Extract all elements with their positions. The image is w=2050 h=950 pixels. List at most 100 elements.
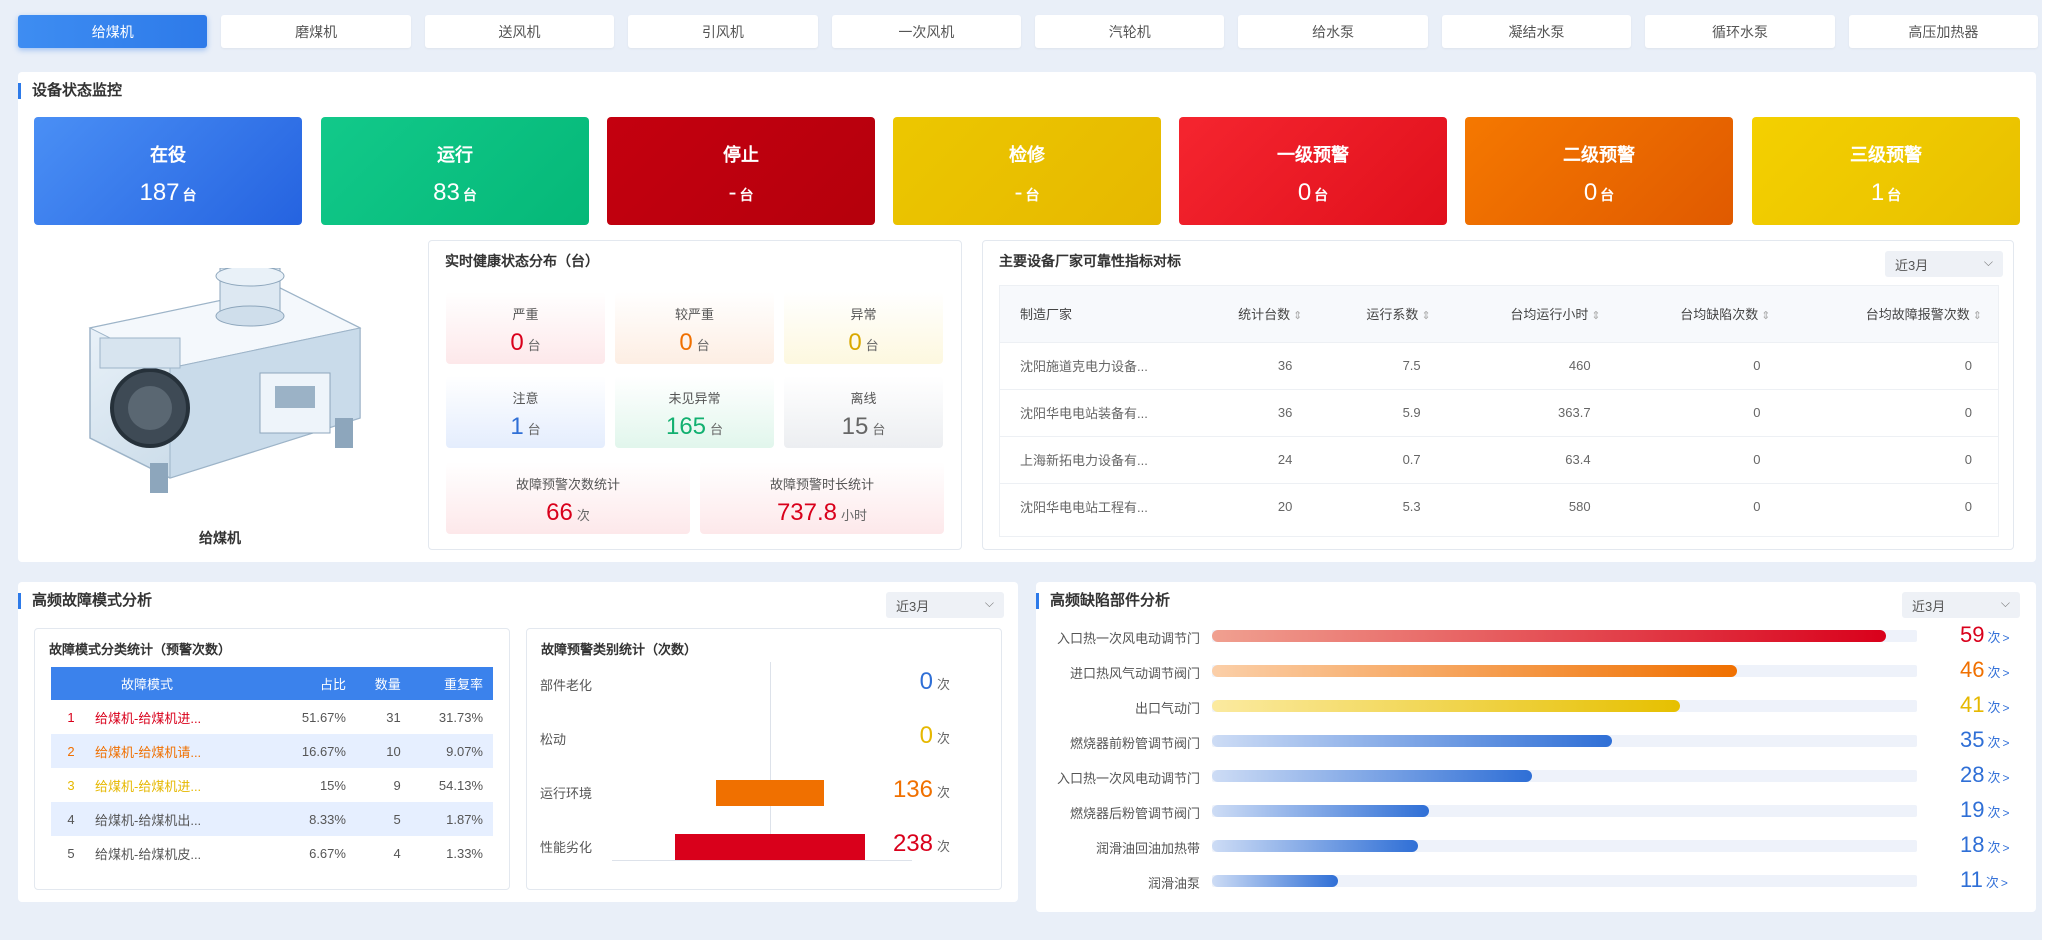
tab-7[interactable]: 凝结水泵: [1441, 15, 1632, 48]
health-cell-3[interactable]: 注意 1 台: [446, 376, 605, 448]
manufacturer-col-header-2[interactable]: 运行系数 ⇕: [1318, 286, 1447, 342]
defect-bar[interactable]: [1212, 630, 1886, 642]
tab-6[interactable]: 给水泵: [1238, 15, 1428, 48]
fault-cell: 给煤机-给煤机进...: [95, 710, 202, 726]
category-label: 松动: [540, 732, 567, 747]
defect-label: 入口热一次风电动调节门: [1056, 631, 1200, 646]
health-stat-unit: 次: [576, 508, 590, 523]
fault-cell: 4: [51, 802, 91, 836]
fault-row[interactable]: 5 给煤机-给煤机皮... 6.67% 4 1.33%: [51, 836, 493, 870]
category-value-unit: 次: [936, 839, 950, 854]
health-cell-2[interactable]: 异常 0 台: [784, 292, 943, 364]
defect-bar[interactable]: [1212, 805, 1430, 817]
warning-category-title: 故障预警类别统计（次数）: [541, 642, 698, 657]
status-card-3[interactable]: 检修 - 台: [893, 117, 1161, 225]
defect-value[interactable]: 46 次 >: [1960, 657, 2010, 683]
defect-bar[interactable]: [1212, 665, 1738, 677]
fault-row[interactable]: 3 给煤机-给煤机进... 15% 9 54.13%: [51, 768, 493, 802]
defect-value[interactable]: 35 次 >: [1960, 727, 2010, 753]
category-bar[interactable]: [674, 834, 866, 860]
manufacturer-col-header-3[interactable]: 台均运行小时 ⇕: [1446, 286, 1617, 342]
tab-8[interactable]: 循环水泵: [1645, 15, 1835, 48]
sort-icon[interactable]: ⇕: [1591, 310, 1601, 323]
defect-label: 入口热一次风电动调节门: [1056, 771, 1200, 786]
defect-value[interactable]: 11 次 >: [1960, 867, 2008, 893]
defect-period-select[interactable]: 近3月 ⌵: [1902, 592, 2020, 618]
tab-3[interactable]: 引风机: [628, 15, 818, 48]
defect-value[interactable]: 19 次 >: [1960, 797, 2010, 823]
defect-value[interactable]: 28 次 >: [1960, 762, 2010, 788]
tab-2[interactable]: 送风机: [424, 15, 615, 48]
sort-icon[interactable]: ⇕: [1761, 310, 1771, 323]
manufacturer-col-header-4[interactable]: 台均缺陷次数 ⇕: [1616, 286, 1787, 342]
manufacturer-col-header-1[interactable]: 统计台数 ⇕: [1190, 286, 1319, 342]
tab-5[interactable]: 汽轮机: [1035, 15, 1225, 48]
health-stat-unit: 小时: [841, 508, 868, 523]
manufacturer-row[interactable]: 沈阳华电电站装备有... 36 5.9 363.7 0 0: [1000, 388, 1998, 436]
health-stat-label: 故障预警时长统计: [769, 477, 874, 492]
defect-bar[interactable]: [1212, 700, 1681, 712]
tab-9[interactable]: 高压加热器: [1848, 15, 2039, 48]
status-card-5[interactable]: 二级预警 0 台: [1465, 117, 1733, 225]
defect-bar[interactable]: [1212, 735, 1612, 747]
defect-value-number: 19: [1960, 797, 1985, 822]
manufacturer-row[interactable]: 上海新拓电力设备有... 24 0.7 63.4 0 0: [1000, 435, 1998, 483]
health-cell-0[interactable]: 严重 0 台: [446, 292, 605, 364]
fault-cell: 给煤机-给煤机请...: [91, 734, 274, 768]
sort-icon[interactable]: ⇕: [1421, 310, 1431, 323]
manufacturer-row[interactable]: 沈阳施道克电力设备... 36 7.5 460 0 0: [1000, 341, 1998, 389]
health-cell-label: 注意: [512, 391, 539, 406]
chevron-right-icon: >: [2002, 631, 2010, 645]
health-stat-0[interactable]: 故障预警次数统计 66 次: [446, 462, 690, 534]
status-card-4[interactable]: 一级预警 0 台: [1179, 117, 1447, 225]
fault-cell: 9: [393, 777, 401, 793]
defect-track: [1212, 875, 1917, 887]
chevron-right-icon: >: [2000, 876, 2008, 890]
fault-row[interactable]: 2 给煤机-给煤机请... 16.67% 10 9.07%: [51, 734, 493, 768]
defect-bar[interactable]: [1212, 840, 1418, 852]
defect-value[interactable]: 59 次 >: [1960, 622, 2010, 648]
manufacturer-cell: 0: [1786, 341, 1998, 389]
defect-value-unit: 次: [1985, 875, 1999, 890]
sort-icon[interactable]: ⇕: [1972, 310, 1982, 323]
manufacturer-col-header-5[interactable]: 台均故障报警次数 ⇕: [1786, 286, 1998, 342]
status-card-label: 在役: [150, 145, 186, 165]
status-card-2[interactable]: 停止 - 台: [607, 117, 875, 225]
manufacturer-period-select[interactable]: 近3月 ⌵: [1885, 251, 2003, 277]
fault-cell: 16.67%: [273, 734, 356, 768]
category-bar[interactable]: [715, 780, 825, 806]
defect-period-value: 近3月: [1912, 598, 1946, 614]
status-card-unit: 台: [1887, 187, 1902, 203]
health-stat-1[interactable]: 故障预警时长统计 737.8 小时: [700, 462, 944, 534]
tab-1[interactable]: 磨煤机: [221, 15, 411, 48]
defect-bar[interactable]: [1212, 770, 1532, 782]
status-card-0[interactable]: 在役 187 台: [34, 117, 302, 225]
status-card-1[interactable]: 运行 83 台: [321, 117, 589, 225]
defect-value[interactable]: 41 次 >: [1960, 692, 2010, 718]
fault-panel-title: 高频故障模式分析: [18, 592, 152, 610]
manufacturer-cell: 沈阳华电电站工程有...: [1000, 482, 1190, 530]
fault-period-select[interactable]: 近3月 ⌵: [886, 592, 1004, 618]
health-cell-5[interactable]: 离线 15 台: [784, 376, 943, 448]
tab-4[interactable]: 一次风机: [831, 15, 1022, 48]
manufacturer-row[interactable]: 沈阳华电电站工程有... 20 5.3 580 0 0: [1000, 482, 1998, 530]
status-panel-title: 设备状态监控: [18, 82, 122, 100]
health-cell-label: 异常: [850, 307, 877, 322]
health-cell-1[interactable]: 较严重 0 台: [615, 292, 774, 364]
category-label: 部件老化: [540, 678, 593, 693]
defect-bar[interactable]: [1212, 875, 1338, 887]
category-value-number: 0: [919, 668, 933, 695]
status-card-6[interactable]: 三级预警 1 台: [1752, 117, 2020, 225]
category-value-unit: 次: [936, 731, 950, 746]
status-card-number: 0: [1583, 179, 1598, 206]
health-cell-number: 0: [510, 329, 524, 356]
sort-icon[interactable]: ⇕: [1293, 310, 1303, 323]
fault-row[interactable]: 1 给煤机-给煤机进... 51.67% 31 31.73%: [51, 700, 493, 734]
health-cell-value: 15 台: [784, 413, 943, 441]
tab-0[interactable]: 给煤机: [18, 15, 208, 48]
health-cell-4[interactable]: 未见异常 165 台: [615, 376, 774, 448]
defect-value[interactable]: 18 次 >: [1960, 832, 2010, 858]
fault-row[interactable]: 4 给煤机-给煤机出... 8.33% 5 1.87%: [51, 802, 493, 836]
